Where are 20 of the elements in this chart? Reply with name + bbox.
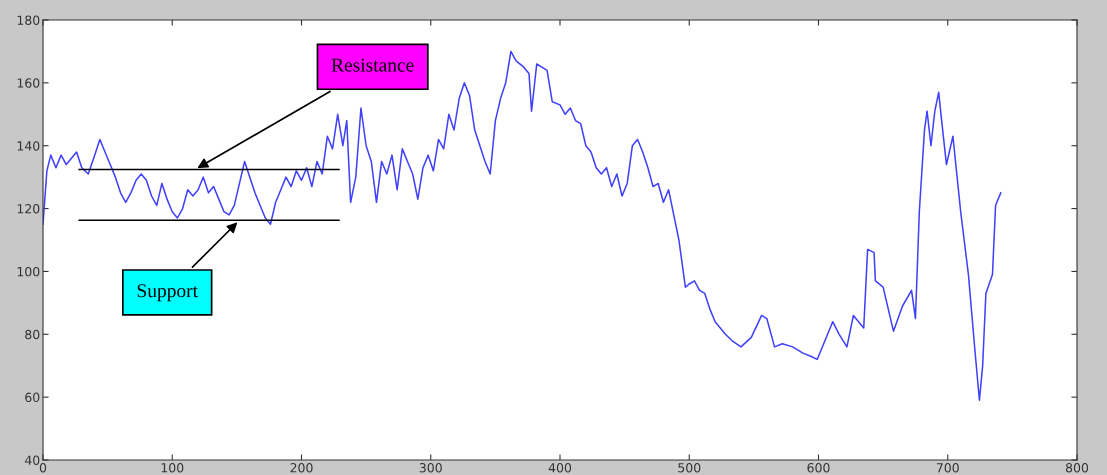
y-tick-label: 100 xyxy=(17,266,40,277)
x-tick-label: 600 xyxy=(807,463,830,473)
y-tick-label: 80 xyxy=(25,329,40,340)
y-tick-label: 140 xyxy=(17,141,40,151)
y-tick-label: 180 xyxy=(17,15,40,25)
x-tick-label: 100 xyxy=(161,463,184,473)
y-tick-label: 40 xyxy=(24,455,40,465)
annotation: Support xyxy=(137,284,198,302)
x-tick-label: 400 xyxy=(548,463,572,473)
y-tick-label: 60 xyxy=(25,392,40,403)
y-tick-label: 160 xyxy=(17,78,40,88)
annotation: Resistance xyxy=(331,58,414,72)
x-tick-label: 500 xyxy=(678,463,701,473)
x-tick-label: 0 xyxy=(39,463,47,473)
x-tick-label: 300 xyxy=(419,463,442,473)
x-tick-label: 700 xyxy=(936,463,959,473)
x-tick-label: 200 xyxy=(290,463,313,473)
line-series xyxy=(43,50,1002,402)
x-tick-label: 800 xyxy=(1065,463,1089,473)
y-tick-label: 120 xyxy=(17,204,40,214)
